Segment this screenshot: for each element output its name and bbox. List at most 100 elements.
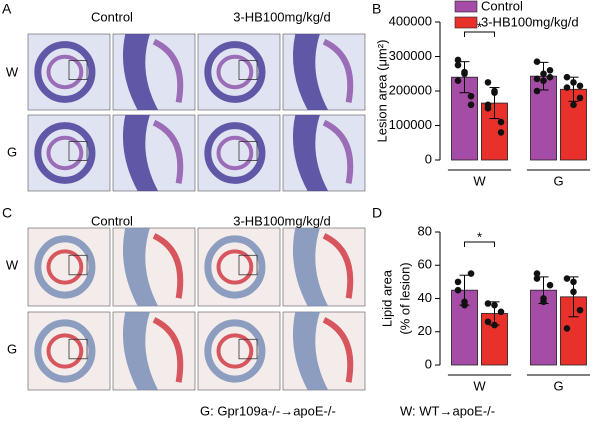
data-point: [491, 89, 498, 97]
column-header: Control: [91, 9, 133, 24]
data-point: [570, 288, 577, 296]
significance-label: *: [477, 229, 482, 244]
tissue: [322, 119, 354, 184]
tissue: [216, 135, 254, 171]
data-point: [484, 300, 492, 307]
data-point: [461, 68, 468, 76]
data-point: [491, 301, 498, 309]
data-point: [533, 270, 541, 277]
data-point: [491, 321, 498, 329]
tissue: [152, 119, 184, 184]
row-label: G: [7, 144, 17, 159]
significance-bracket: [464, 241, 495, 247]
tissue: [152, 317, 184, 383]
data-point: [454, 77, 462, 84]
zoom-box: [238, 338, 258, 360]
data-point: [454, 286, 462, 294]
data-point: [484, 318, 492, 326]
data-point: [540, 298, 547, 306]
tissue: [46, 333, 84, 369]
tissue: [292, 34, 329, 110]
x-tick-label: W: [473, 173, 486, 188]
data-point: [570, 101, 577, 109]
tissue: [46, 249, 84, 285]
panel-label: B: [372, 1, 381, 17]
tissue: [122, 115, 159, 191]
zoom-box: [68, 141, 88, 162]
data-point: [563, 325, 571, 332]
data-point: [533, 75, 541, 83]
data-point: [576, 94, 584, 102]
zoom-box: [68, 60, 88, 80]
y-tick-label: 300000: [389, 48, 432, 63]
x-tick-label: G: [553, 378, 563, 393]
tissue: [216, 54, 254, 90]
tissue: [46, 135, 84, 171]
data-point: [454, 278, 462, 286]
tissue: [322, 317, 354, 383]
tissue: [34, 319, 96, 383]
data-point: [467, 270, 475, 277]
row-label: G: [7, 341, 17, 356]
data-point: [461, 301, 468, 309]
footnote: W: WT→apoE-/-: [400, 403, 495, 418]
data-point: [497, 308, 505, 316]
data-point: [546, 73, 554, 81]
x-tick-label: W: [473, 378, 486, 393]
data-point: [576, 82, 584, 90]
y-tick-label: 40: [418, 290, 432, 305]
tissue: [122, 34, 159, 110]
data-point: [484, 101, 492, 109]
panel-label: A: [2, 1, 12, 17]
data-point: [563, 84, 571, 91]
significance-label: *: [477, 19, 482, 34]
tissue: [292, 312, 329, 390]
y-tick-label: 60: [418, 257, 432, 272]
data-point: [497, 118, 505, 126]
column-header: 3-HB100mg/kg/d: [233, 9, 331, 24]
tissue: [34, 235, 96, 299]
y-tick-label: 400000: [389, 13, 432, 28]
tissue: [152, 38, 184, 103]
y-tick-label: 0: [425, 356, 432, 371]
tissue: [152, 233, 184, 299]
data-point: [484, 79, 492, 86]
tissue: [216, 249, 254, 285]
zoom-box: [238, 254, 258, 276]
data-point: [540, 77, 547, 84]
row-label: W: [6, 257, 19, 272]
legend-label: 3-HB100mg/kg/d: [481, 14, 579, 29]
x-tick-label: G: [553, 173, 563, 188]
zoom-box: [238, 141, 258, 162]
column-header: 3-HB100mg/kg/d: [233, 213, 331, 228]
y-axis-label: Lesion area (μm²): [374, 40, 389, 143]
data-point: [454, 61, 462, 69]
y-axis-label: (% of lesion): [397, 262, 412, 334]
tissue: [204, 319, 266, 383]
y-tick-label: 200000: [389, 82, 432, 97]
column-header: Control: [91, 213, 133, 228]
data-point: [570, 79, 577, 86]
data-point: [454, 56, 462, 64]
tissue: [46, 54, 84, 90]
y-tick-label: 100000: [389, 117, 432, 132]
data-point: [563, 73, 571, 81]
tissue: [204, 235, 266, 299]
tissue: [34, 41, 96, 103]
tissue: [322, 233, 354, 299]
tissue: [204, 122, 266, 184]
zoom-box: [68, 254, 88, 276]
data-point: [570, 278, 577, 286]
tissue: [292, 228, 329, 306]
data-point: [533, 87, 541, 95]
data-point: [576, 306, 584, 314]
zoom-box: [68, 338, 88, 360]
y-tick-label: 80: [418, 223, 432, 238]
data-point: [546, 281, 554, 289]
data-point: [533, 275, 541, 282]
tissue: [122, 312, 159, 390]
panel-label: D: [372, 205, 382, 221]
y-tick-label: 20: [418, 323, 432, 338]
data-point: [546, 67, 554, 74]
